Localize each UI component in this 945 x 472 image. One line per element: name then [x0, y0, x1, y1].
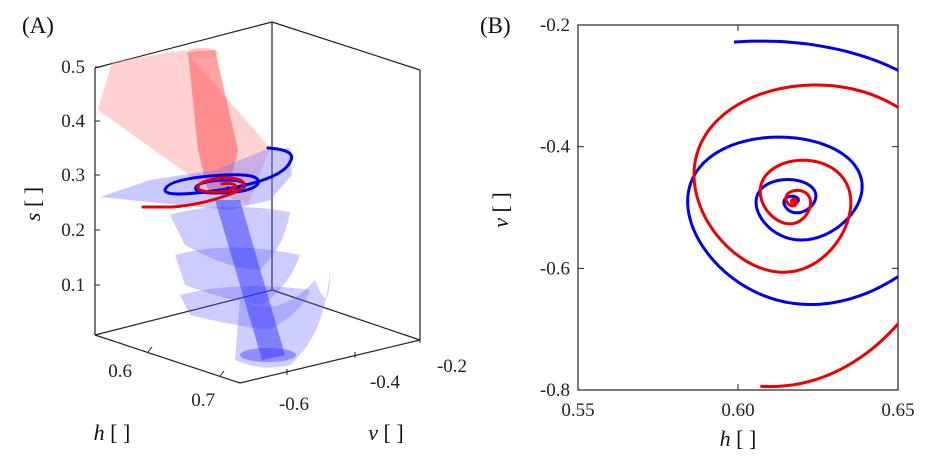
x-tick-label: 0.60 [721, 400, 754, 421]
red-manifold-surface [98, 48, 270, 205]
panel-a-s-axis: 0.1 0.2 0.3 0.4 0.5 s [ ] [20, 57, 100, 296]
panel-b-curves [686, 39, 898, 389]
v-axis-label: v [ ] [368, 420, 403, 445]
panel-a: (A) [20, 13, 467, 445]
s-tick-label: 0.2 [61, 220, 85, 241]
red-spiral-trajectory [692, 83, 898, 389]
panel-b-ylabel: v [ ] [488, 192, 513, 227]
y-tick-label: -0.6 [540, 258, 570, 279]
s-tick-label: 0.3 [61, 165, 85, 186]
v-tick-label: -0.4 [370, 372, 401, 393]
v-tick-label: -0.6 [279, 394, 309, 415]
equilibrium-point [790, 197, 798, 206]
s-tick-label: 0.4 [61, 111, 85, 132]
panel-a-label: (A) [22, 13, 54, 38]
s-tick-label: 0.1 [61, 275, 85, 296]
panel-b-label: (B) [480, 13, 511, 38]
v-tick-label: -0.2 [437, 356, 467, 377]
h-tick-label: 0.7 [191, 390, 215, 411]
red-spiral-3d [141, 176, 246, 209]
panel-a-h-axis: 0.6 0.7 h [ ] [94, 346, 225, 445]
y-tick-label: -0.2 [540, 15, 570, 36]
panel-a-v-axis: -0.6 -0.4 -0.2 v [ ] [279, 337, 467, 445]
s-tick-label: 0.5 [61, 57, 85, 78]
panel-b-xlabel: h [ ] [720, 426, 757, 451]
h-axis-label: h [ ] [94, 420, 131, 445]
panel-a-box [94, 21, 421, 384]
s-axis-label: s [ ] [20, 187, 45, 221]
panel-b: (B) -0.8 -0.6 -0.4 -0.2 0.55 0.60 0.65 v [ ] h… [480, 13, 915, 451]
x-tick-label: 0.65 [881, 400, 914, 421]
y-tick-label: -0.4 [540, 137, 571, 158]
x-tick-label: 0.55 [561, 400, 594, 421]
panel-b-ticks: -0.8 -0.6 -0.4 -0.2 0.55 0.60 0.65 [540, 15, 915, 421]
y-tick-label: -0.8 [540, 380, 570, 401]
blue-spiral-trajectory [686, 39, 898, 306]
h-tick-label: 0.6 [108, 361, 132, 382]
panel-a-curves [141, 146, 294, 209]
